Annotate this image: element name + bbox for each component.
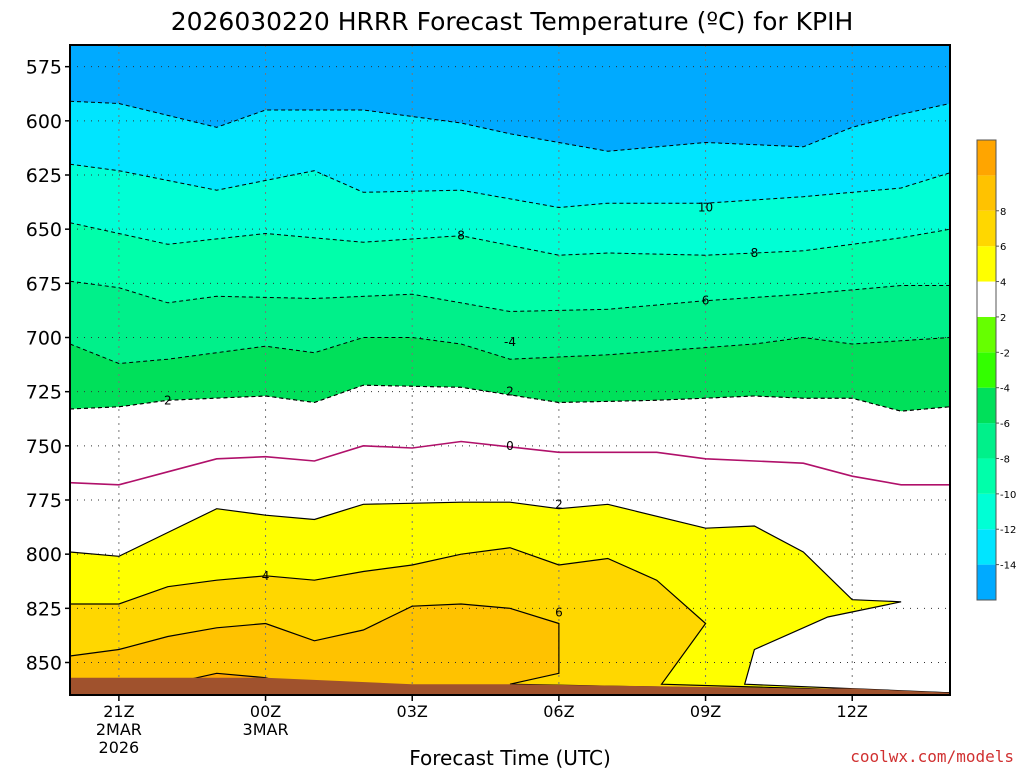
isotherm-label: 8	[751, 246, 759, 260]
isotherm-line	[70, 547, 951, 694]
y-tick-label: 650	[26, 219, 62, 241]
colorbar-swatch	[977, 175, 996, 211]
y-tick-label: 700	[26, 328, 62, 350]
y-tick-label: 750	[26, 436, 62, 458]
isotherm-label: 0	[506, 439, 514, 453]
x-tick-label: 09Z	[690, 702, 721, 721]
x-tick-label: 21Z	[103, 702, 134, 721]
colorbar-swatch	[977, 352, 996, 388]
colorbar-swatch	[977, 387, 996, 424]
colorbar-swatch	[977, 564, 996, 600]
isotherm-line	[69, 384, 951, 412]
y-axis: 575 600 625 650 675 700 725 750 775 800 825 850	[26, 57, 70, 675]
colorbar-swatch	[977, 458, 996, 494]
plot-area: 10 8 8 6 -4 2 2 0 2 4 6	[69, 44, 951, 696]
isotherm-label: 8	[457, 229, 465, 243]
x-axis-label: Forecast Time (UTC)	[409, 746, 611, 768]
colorbar-label: 6	[1000, 242, 1006, 253]
colorbar-label: 8	[1000, 207, 1006, 218]
isotherm-line	[69, 222, 951, 256]
isotherm-label: 6	[555, 606, 563, 620]
colorbar-label: -8	[1000, 454, 1010, 465]
colorbar-frame	[976, 139, 997, 601]
y-tick-label: 675	[26, 273, 62, 295]
x-tick-label: 2MAR	[96, 720, 142, 739]
colorbar: -14 -12 -10 -8 -6 -4 -2 2 4 6 8	[976, 139, 1016, 601]
y-tick-label: 825	[26, 598, 62, 620]
x-tick-label: 00Z	[250, 702, 281, 721]
isotherm-line	[69, 336, 951, 365]
isotherm-line	[69, 501, 951, 694]
colorbar-label: -4	[1000, 384, 1010, 395]
y-tick-label: 800	[26, 544, 62, 566]
colorbar-label: -10	[1000, 490, 1016, 501]
band-fill	[70, 604, 950, 695]
y-tick-label: 725	[26, 382, 62, 404]
isotherm-label: 2	[555, 497, 563, 511]
y-tick-label: 575	[26, 57, 62, 79]
x-tick-label: 03Z	[397, 702, 428, 721]
temperature-fills	[70, 45, 950, 696]
colorbar-label: -12	[1000, 525, 1016, 536]
isotherm-line	[69, 163, 951, 209]
plot-frame	[69, 44, 951, 696]
colorbar-label: 4	[1000, 278, 1006, 289]
isotherm-label: 4	[262, 569, 270, 583]
colorbar-swatch	[977, 140, 996, 176]
isotherm-line	[69, 440, 950, 486]
isotherm-line	[69, 100, 951, 152]
isotherm-label: -4	[504, 335, 516, 349]
isotherm-label: 6	[702, 294, 710, 308]
isotherm-label: 10	[698, 201, 713, 215]
colorbar-swatch	[977, 210, 996, 247]
isotherm-line	[69, 603, 951, 694]
colorbar-label: 2	[1000, 313, 1006, 324]
colorbar-swatch	[977, 529, 996, 565]
terrain	[70, 677, 950, 695]
y-tick-label: 600	[26, 111, 62, 133]
y-tick-label: 625	[26, 165, 62, 187]
colorbar-label: -2	[1000, 348, 1010, 359]
x-tick-label: 2026	[99, 738, 140, 757]
isotherm-lines	[69, 100, 951, 694]
x-tick-label: 06Z	[543, 702, 574, 721]
y-tick-label: 775	[26, 490, 62, 512]
watermark: coolwx.com/models	[850, 747, 1014, 766]
colorbar-swatch	[977, 493, 996, 530]
terrain-fill	[70, 677, 950, 695]
colorbar-label: -6	[1000, 419, 1010, 430]
colorbar-swatch	[977, 423, 996, 459]
chart-title: 2026030220 HRRR Forecast Temperature (ºC…	[171, 7, 854, 36]
colorbar-swatch	[977, 281, 996, 317]
isotherm-label: 2	[506, 385, 514, 399]
colorbar-swatch	[977, 246, 996, 282]
isotherm-labels: 10 8 8 6 -4 2 2 0 2 4 6	[164, 201, 758, 620]
x-tick-label: 3MAR	[243, 720, 289, 739]
x-tick-label: 12Z	[837, 702, 868, 721]
isotherm-line	[69, 280, 950, 313]
colorbar-swatch	[977, 316, 996, 353]
colorbar-label: -14	[1000, 561, 1016, 572]
y-tick-label: 850	[26, 653, 62, 675]
isotherm-label: 2	[164, 393, 172, 407]
